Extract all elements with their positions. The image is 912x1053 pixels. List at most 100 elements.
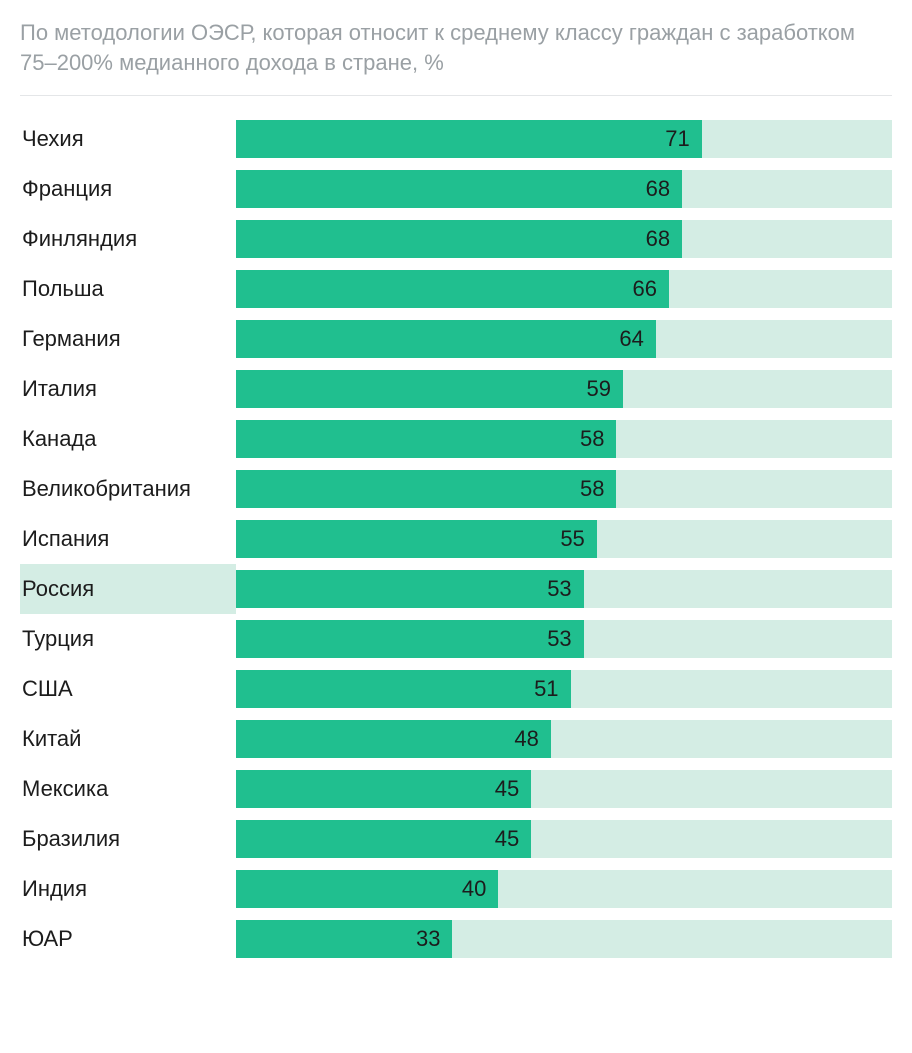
country-label: Чехия <box>20 114 236 164</box>
chart-row: Германия 64 <box>20 314 892 364</box>
bar-value: 68 <box>646 226 670 252</box>
bar-track: 53 <box>236 570 892 608</box>
bar-cell: 71 <box>236 114 892 164</box>
chart-row: Великобритания 58 <box>20 464 892 514</box>
country-label: Мексика <box>20 764 236 814</box>
bar-value: 64 <box>619 326 643 352</box>
bar-cell: 45 <box>236 764 892 814</box>
bar-cell: 53 <box>236 564 892 614</box>
bar-value: 53 <box>547 626 571 652</box>
bar-fill: 33 <box>236 920 452 958</box>
bar-value: 58 <box>580 476 604 502</box>
bar-value: 48 <box>514 726 538 752</box>
bar-track: 68 <box>236 170 892 208</box>
country-label: Турция <box>20 614 236 664</box>
bar-fill: 64 <box>236 320 656 358</box>
bar-value: 71 <box>665 126 689 152</box>
bar-fill: 51 <box>236 670 571 708</box>
bar-fill: 40 <box>236 870 498 908</box>
bar-track: 45 <box>236 770 892 808</box>
bar-cell: 53 <box>236 614 892 664</box>
bar-track: 33 <box>236 920 892 958</box>
country-label: Испания <box>20 514 236 564</box>
chart-row: Испания 55 <box>20 514 892 564</box>
bar-track: 64 <box>236 320 892 358</box>
bar-value: 40 <box>462 876 486 902</box>
chart-row: Бразилия 45 <box>20 814 892 864</box>
chart-row: Чехия 71 <box>20 114 892 164</box>
bar-fill: 66 <box>236 270 669 308</box>
country-label: Франция <box>20 164 236 214</box>
country-label: Германия <box>20 314 236 364</box>
bar-fill: 58 <box>236 470 616 508</box>
bar-cell: 58 <box>236 414 892 464</box>
bar-fill: 53 <box>236 620 584 658</box>
bar-cell: 48 <box>236 714 892 764</box>
country-label: Великобритания <box>20 464 236 514</box>
chart-row: Индия 40 <box>20 864 892 914</box>
bar-value: 66 <box>632 276 656 302</box>
country-label: Италия <box>20 364 236 414</box>
bar-value: 68 <box>646 176 670 202</box>
bar-fill: 58 <box>236 420 616 458</box>
bar-value: 45 <box>495 826 519 852</box>
bar-fill: 71 <box>236 120 702 158</box>
bar-track: 51 <box>236 670 892 708</box>
bar-value: 45 <box>495 776 519 802</box>
bar-cell: 55 <box>236 514 892 564</box>
chart-row: Мексика 45 <box>20 764 892 814</box>
bar-track: 48 <box>236 720 892 758</box>
chart-row: ЮАР 33 <box>20 914 892 964</box>
chart-row: Польша 66 <box>20 264 892 314</box>
bar-track: 58 <box>236 420 892 458</box>
divider <box>20 95 892 96</box>
bar-fill: 45 <box>236 770 531 808</box>
bar-cell: 51 <box>236 664 892 714</box>
chart-subtitle: По методологии ОЭСР, которая относит к с… <box>20 18 892 77</box>
country-label: Бразилия <box>20 814 236 864</box>
country-label: ЮАР <box>20 914 236 964</box>
chart-row: Турция 53 <box>20 614 892 664</box>
chart-row: Китай 48 <box>20 714 892 764</box>
bar-cell: 59 <box>236 364 892 414</box>
bar-cell: 33 <box>236 914 892 964</box>
bar-fill: 45 <box>236 820 531 858</box>
bar-cell: 68 <box>236 214 892 264</box>
country-label: Польша <box>20 264 236 314</box>
bar-value: 53 <box>547 576 571 602</box>
chart-row: США51 <box>20 664 892 714</box>
bar-fill: 68 <box>236 220 682 258</box>
bar-value: 59 <box>587 376 611 402</box>
bar-cell: 66 <box>236 264 892 314</box>
bar-track: 53 <box>236 620 892 658</box>
country-label: Россия <box>20 564 236 614</box>
country-label: Китай <box>20 714 236 764</box>
bar-chart: Чехия71Франция68Финляндия68Польша66Герма… <box>20 114 892 964</box>
chart-row: Финляндия68 <box>20 214 892 264</box>
bar-track: 68 <box>236 220 892 258</box>
chart-row: Россия 53 <box>20 564 892 614</box>
chart-row: Канада58 <box>20 414 892 464</box>
country-label: Индия <box>20 864 236 914</box>
bar-track: 58 <box>236 470 892 508</box>
bar-track: 55 <box>236 520 892 558</box>
bar-fill: 55 <box>236 520 597 558</box>
bar-cell: 58 <box>236 464 892 514</box>
chart-row: Франция 68 <box>20 164 892 214</box>
bar-cell: 68 <box>236 164 892 214</box>
bar-fill: 68 <box>236 170 682 208</box>
bar-cell: 64 <box>236 314 892 364</box>
chart-row: Италия 59 <box>20 364 892 414</box>
bar-fill: 59 <box>236 370 623 408</box>
bar-value: 55 <box>560 526 584 552</box>
bar-value: 58 <box>580 426 604 452</box>
bar-value: 33 <box>416 926 440 952</box>
bar-cell: 45 <box>236 814 892 864</box>
bar-fill: 53 <box>236 570 584 608</box>
bar-cell: 40 <box>236 864 892 914</box>
country-label: США <box>20 664 236 714</box>
bar-track: 66 <box>236 270 892 308</box>
bar-track: 59 <box>236 370 892 408</box>
bar-track: 71 <box>236 120 892 158</box>
bar-track: 45 <box>236 820 892 858</box>
